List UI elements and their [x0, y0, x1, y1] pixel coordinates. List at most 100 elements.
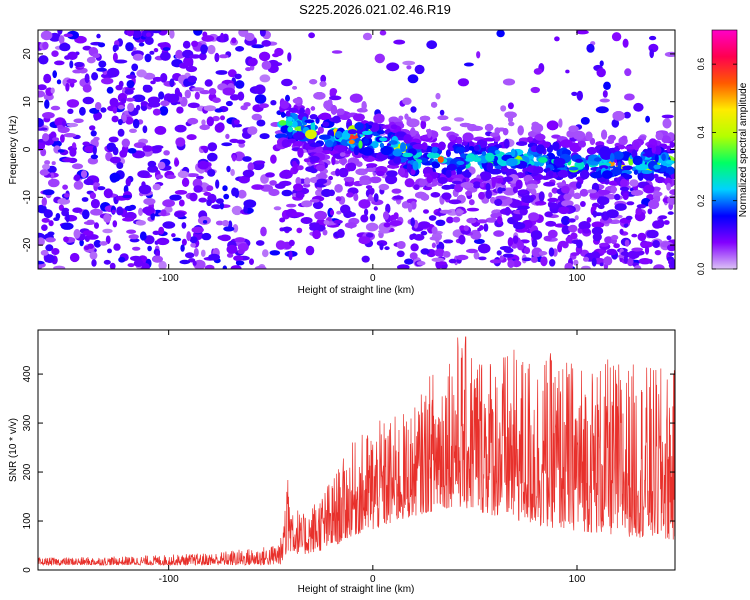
spectrogram-cell	[473, 238, 485, 244]
spectrogram-cell	[600, 150, 613, 161]
spectrogram-cell	[358, 140, 363, 149]
spectrogram-cell	[582, 228, 591, 234]
snr-border	[37, 329, 676, 571]
spectrogram-cell	[571, 91, 578, 96]
spectrogram-cell	[391, 188, 402, 194]
spectrogram-cell	[431, 257, 445, 262]
spectrogram-cell	[147, 101, 161, 108]
spectrogram-cell	[174, 124, 187, 133]
spectrogram-cell	[48, 178, 60, 188]
spectrogram-cell	[108, 136, 119, 143]
spectrogram-cell	[591, 257, 597, 267]
spectrogram-cell	[631, 252, 636, 260]
spectrogram-cell	[214, 52, 220, 63]
spectrogram-cell	[507, 102, 514, 110]
spectrogram-cell	[236, 139, 246, 144]
spectrogram-cell	[507, 259, 515, 268]
spectrogram-cell	[259, 74, 271, 83]
spectrogram-cell	[71, 142, 77, 150]
spectrogram-cell	[42, 133, 50, 142]
spectrogram-cell	[181, 177, 190, 187]
spectrogram-cell	[310, 121, 316, 132]
spectrogram-cell	[156, 237, 170, 246]
spectrogram-cell	[347, 212, 356, 217]
spectrogram-cell	[90, 198, 100, 209]
spectrogram-cell	[460, 153, 466, 158]
spectrogram-cell	[478, 256, 487, 261]
spectrogram-cell	[112, 220, 118, 228]
spectrogram-cell	[286, 203, 297, 208]
spectrogram-cell	[135, 104, 141, 111]
spectrogram-cell	[65, 82, 70, 92]
spectrogram-cell	[573, 192, 582, 199]
spectrogram-cell	[512, 186, 518, 194]
spectrogram-cell	[42, 41, 49, 50]
spectrogram-cell	[667, 211, 674, 215]
spectrogram-cell	[468, 199, 475, 206]
spectrogram-cell	[502, 128, 509, 136]
spectrogram-cell	[644, 245, 650, 255]
spectrogram-cell	[406, 163, 412, 173]
colorbar-tick-label: 0.4	[696, 126, 706, 139]
spectrogram-cell	[285, 110, 291, 117]
spectrogram-cell	[174, 87, 180, 97]
spectrogram-cell	[618, 144, 626, 150]
spectrogram-cell	[60, 222, 74, 230]
spectrogram-cell	[570, 188, 575, 197]
spectrogram-cell	[322, 121, 330, 127]
spectrogram-cell	[479, 182, 485, 188]
spectrogram-cell	[637, 171, 644, 181]
spectrogram-cell	[291, 212, 305, 217]
spectrogram-cell	[295, 191, 305, 199]
spectrogram-cell	[215, 179, 220, 189]
spectrogram-cell	[599, 242, 609, 247]
spectrogram-cell	[41, 224, 48, 231]
spectrogram-cell	[586, 43, 595, 53]
spectrogram-cell	[163, 150, 170, 156]
spectrogram-cell	[73, 180, 84, 190]
spectrogram-cell	[122, 194, 132, 199]
spectrogram-cell	[334, 184, 343, 193]
spectrogram-cell	[551, 187, 559, 194]
spectrogram-cell	[43, 209, 53, 219]
spectrogram-cell	[51, 50, 59, 57]
spectrogram-cell	[56, 124, 65, 130]
spectrogram-cell	[403, 134, 412, 144]
spectrogram-cell	[230, 265, 242, 269]
spectrogram-cell	[580, 117, 590, 125]
spectrogram-cell	[530, 230, 543, 240]
spectrogram-cell	[613, 243, 620, 249]
spectrogram-cell	[624, 93, 635, 101]
spectrogram-cell	[501, 187, 506, 192]
spectrogram-cell	[79, 239, 84, 247]
spectrogram-cell	[558, 206, 570, 215]
spectrogram-cell	[144, 36, 154, 45]
spectrogram-cell	[502, 253, 514, 258]
spectrogram-cell	[432, 162, 440, 169]
spectrogram-cell	[249, 258, 254, 266]
spectrogram-cell	[174, 190, 188, 195]
spectrogram-cell	[192, 260, 197, 266]
spectrogram-cell	[407, 203, 413, 213]
spectrogram-cell	[223, 193, 230, 200]
spectrogram-cell	[560, 139, 573, 148]
spectrogram-cell	[592, 232, 602, 242]
spectrogram-cell	[237, 91, 245, 101]
spectrogram-cell	[606, 248, 617, 256]
spectrogram-cell	[328, 175, 333, 181]
spectrogram-cell	[183, 56, 194, 67]
spectrogram-cell	[256, 119, 266, 127]
spectrogram-cell	[536, 144, 545, 155]
spectrogram-cell	[344, 181, 349, 187]
spectrogram-cell	[431, 242, 436, 249]
spectrogram-cell	[90, 154, 99, 160]
spectrogram-cell	[573, 259, 579, 266]
spectrogram-cell	[207, 169, 216, 177]
spectrogram-cell	[603, 81, 611, 91]
spectrogram-cell	[652, 220, 663, 229]
spectrogram-cell	[83, 245, 90, 250]
spectrogram-cell	[410, 243, 419, 252]
spectrogram-cell	[73, 118, 84, 124]
spectrogram-cell	[347, 129, 358, 135]
spectrogram-cell	[653, 264, 665, 269]
